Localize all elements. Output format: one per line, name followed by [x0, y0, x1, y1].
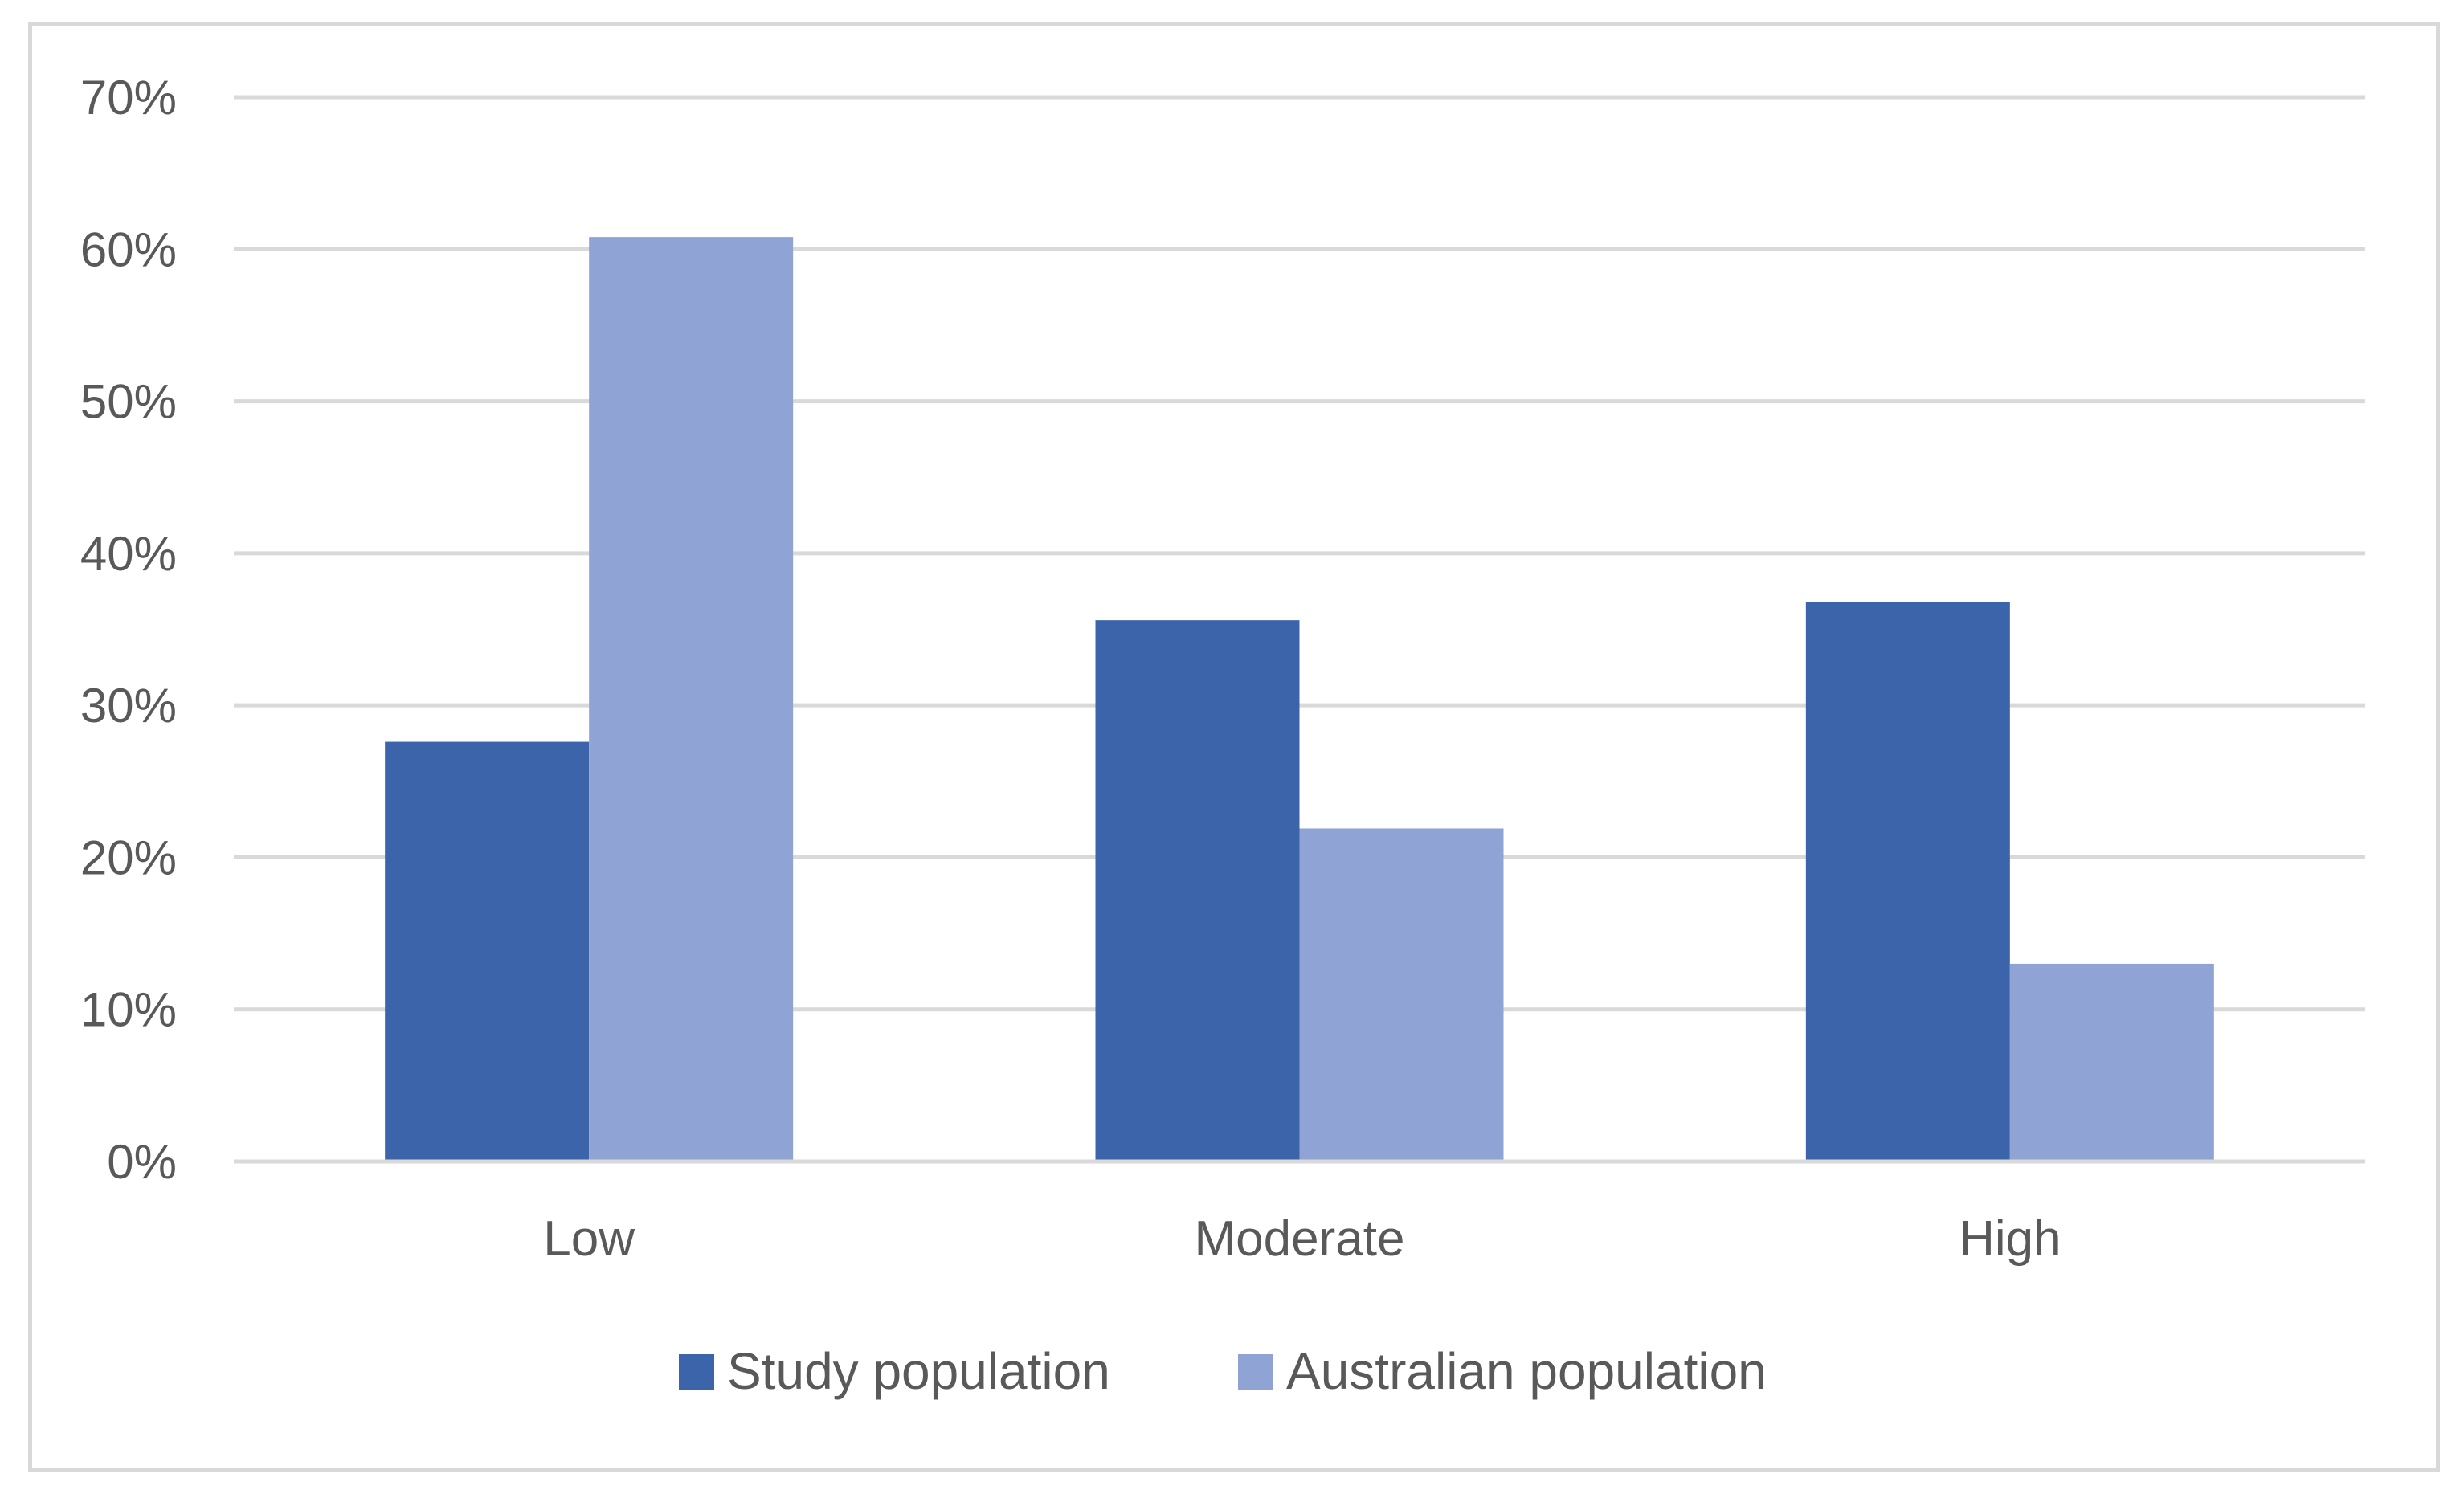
legend-label: Australian population — [1286, 1342, 1767, 1400]
y-tick-label: 20% — [80, 831, 177, 884]
bar-study-population-low — [385, 741, 590, 1161]
y-tick-label: 30% — [80, 679, 177, 733]
legend: Study population Australian population — [679, 1342, 1767, 1400]
y-tick-label: 0% — [107, 1135, 177, 1189]
bar-study-population-high — [1805, 602, 2010, 1161]
bar-australian-population-moderate — [1299, 828, 1504, 1161]
bar-study-population-moderate — [1095, 620, 1300, 1161]
y-tick-label: 10% — [80, 983, 177, 1037]
y-tick-label: 60% — [80, 222, 177, 276]
y-axis-tick-labels: 0% 10% 20% 30% 40% 50% 60% 70% — [80, 71, 177, 1189]
x-category-label: Low — [543, 1211, 635, 1267]
x-category-label: Moderate — [1195, 1211, 1405, 1267]
bar-australian-population-high — [2009, 963, 2214, 1161]
legend-label: Study population — [727, 1342, 1110, 1400]
bars — [234, 237, 2365, 1164]
legend-item: Australian population — [1238, 1342, 1767, 1400]
legend-swatch — [1238, 1354, 1273, 1390]
legend-swatch — [679, 1354, 714, 1390]
x-category-label: High — [1959, 1211, 2062, 1267]
y-tick-label: 40% — [80, 527, 177, 581]
y-tick-label: 50% — [80, 375, 177, 429]
legend-item: Study population — [679, 1342, 1110, 1400]
x-axis-category-labels: Low Moderate High — [543, 1211, 2061, 1267]
y-tick-label: 70% — [80, 71, 177, 124]
bar-australian-population-low — [589, 237, 794, 1162]
